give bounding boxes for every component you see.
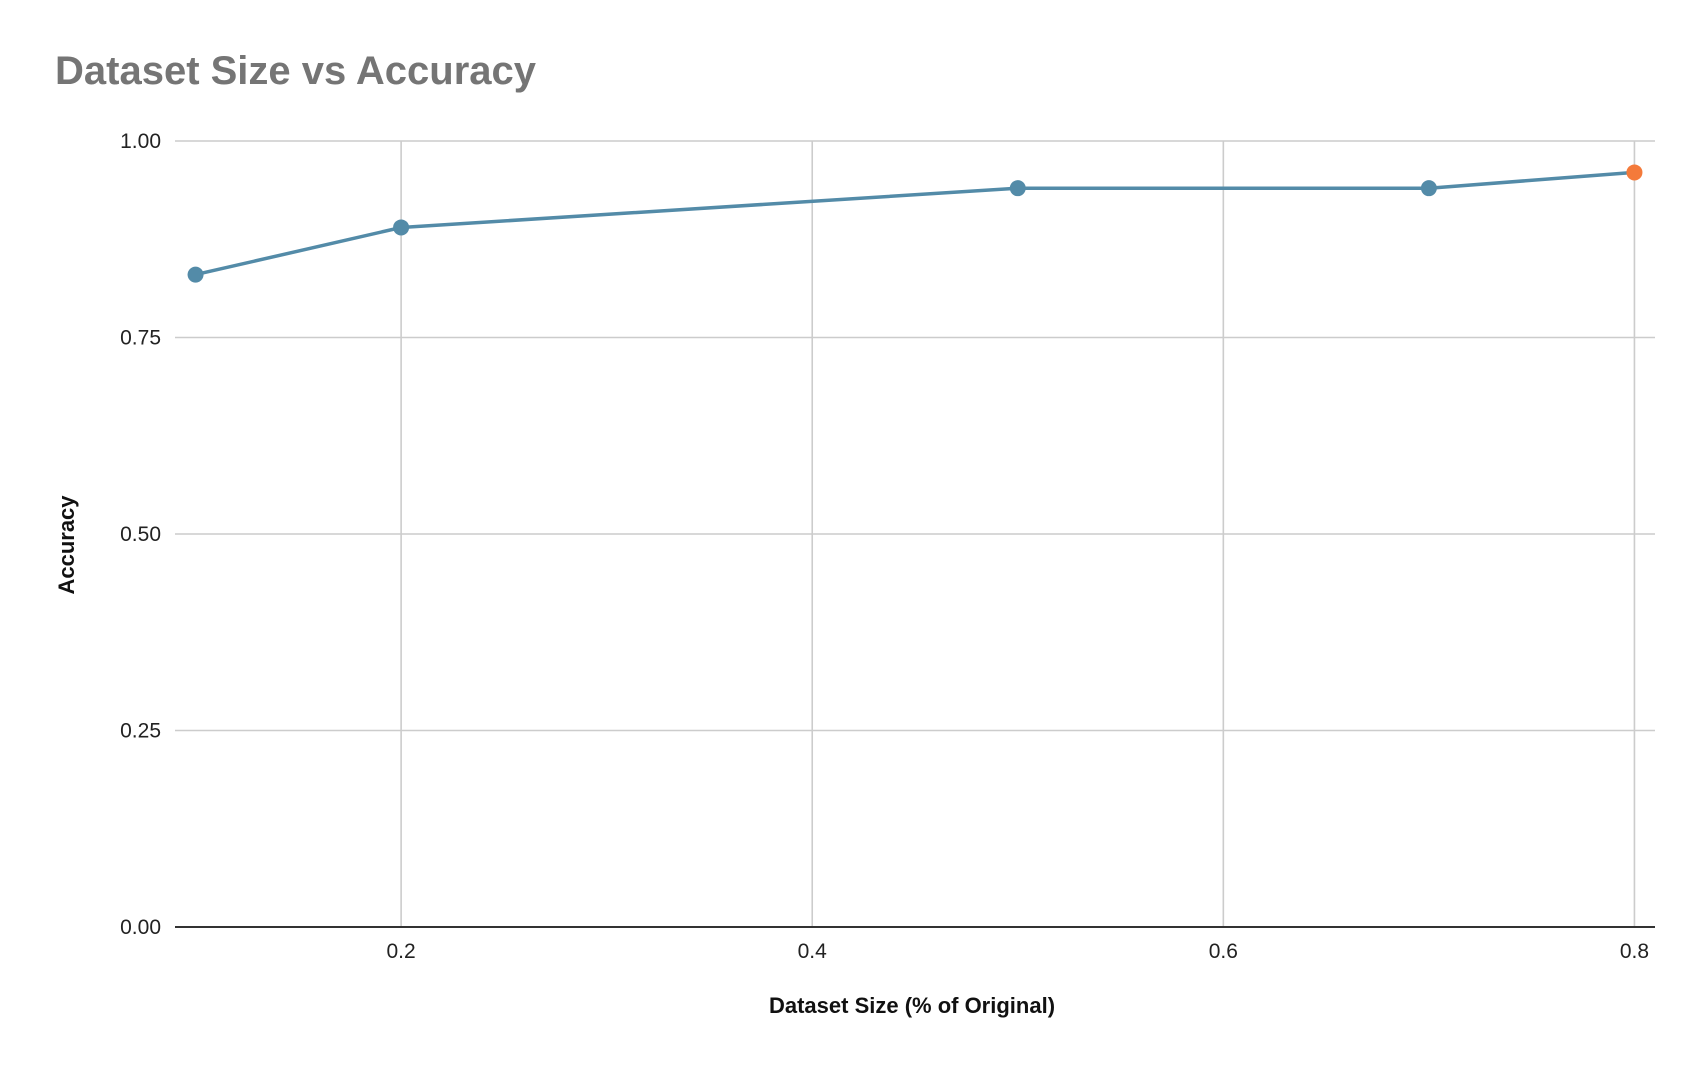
y-tick-label: 0.75 (120, 327, 161, 350)
data-points (187, 164, 1643, 283)
y-tick-label: 0.50 (120, 523, 161, 546)
axes: 0.00 0.25 0.50 0.75 1.00 0.2 0.4 0.6 0.8 (120, 130, 1655, 963)
grid-lines (175, 140, 1655, 927)
x-tick-label: 0.6 (1209, 940, 1238, 963)
y-tick-label: 0.25 (120, 720, 161, 743)
series (195, 170, 1635, 277)
x-tick-label: 0.4 (798, 940, 828, 963)
x-tick-label: 0.8 (1620, 940, 1649, 963)
x-tick-label: 0.2 (387, 940, 416, 963)
data-point (393, 219, 410, 236)
data-point (187, 266, 204, 283)
series-line (195, 170, 1635, 277)
y-tick-label: 0.00 (120, 916, 161, 939)
data-point (1420, 180, 1437, 197)
data-point (1009, 180, 1026, 197)
y-axis-title: Accuracy (54, 495, 79, 595)
chart-title: Dataset Size vs Accuracy (55, 49, 537, 93)
x-axis-title: Dataset Size (% of Original) (769, 993, 1055, 1018)
y-tick-label: 1.00 (120, 130, 161, 153)
highlighted-data-point (1626, 164, 1643, 181)
